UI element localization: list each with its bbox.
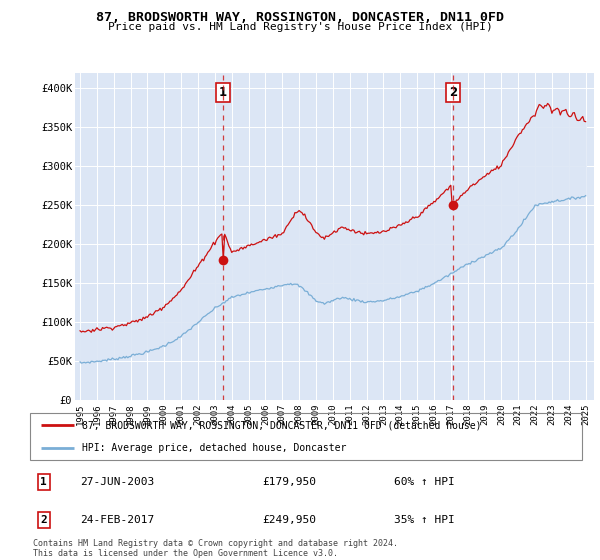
Text: 87, BRODSWORTH WAY, ROSSINGTON, DONCASTER, DN11 0FD (detached house): 87, BRODSWORTH WAY, ROSSINGTON, DONCASTE… bbox=[82, 420, 482, 430]
Text: £179,950: £179,950 bbox=[262, 477, 316, 487]
Text: 35% ↑ HPI: 35% ↑ HPI bbox=[394, 515, 455, 525]
Text: Price paid vs. HM Land Registry's House Price Index (HPI): Price paid vs. HM Land Registry's House … bbox=[107, 22, 493, 32]
Text: 27-JUN-2003: 27-JUN-2003 bbox=[80, 477, 154, 487]
Text: 1: 1 bbox=[219, 86, 227, 99]
Text: HPI: Average price, detached house, Doncaster: HPI: Average price, detached house, Donc… bbox=[82, 443, 347, 453]
Text: Contains HM Land Registry data © Crown copyright and database right 2024.
This d: Contains HM Land Registry data © Crown c… bbox=[33, 539, 398, 558]
Text: 1: 1 bbox=[40, 477, 47, 487]
Text: 2: 2 bbox=[40, 515, 47, 525]
Text: 60% ↑ HPI: 60% ↑ HPI bbox=[394, 477, 455, 487]
Text: 2: 2 bbox=[449, 86, 457, 99]
Text: 24-FEB-2017: 24-FEB-2017 bbox=[80, 515, 154, 525]
Text: 87, BRODSWORTH WAY, ROSSINGTON, DONCASTER, DN11 0FD: 87, BRODSWORTH WAY, ROSSINGTON, DONCASTE… bbox=[96, 11, 504, 24]
Text: £249,950: £249,950 bbox=[262, 515, 316, 525]
